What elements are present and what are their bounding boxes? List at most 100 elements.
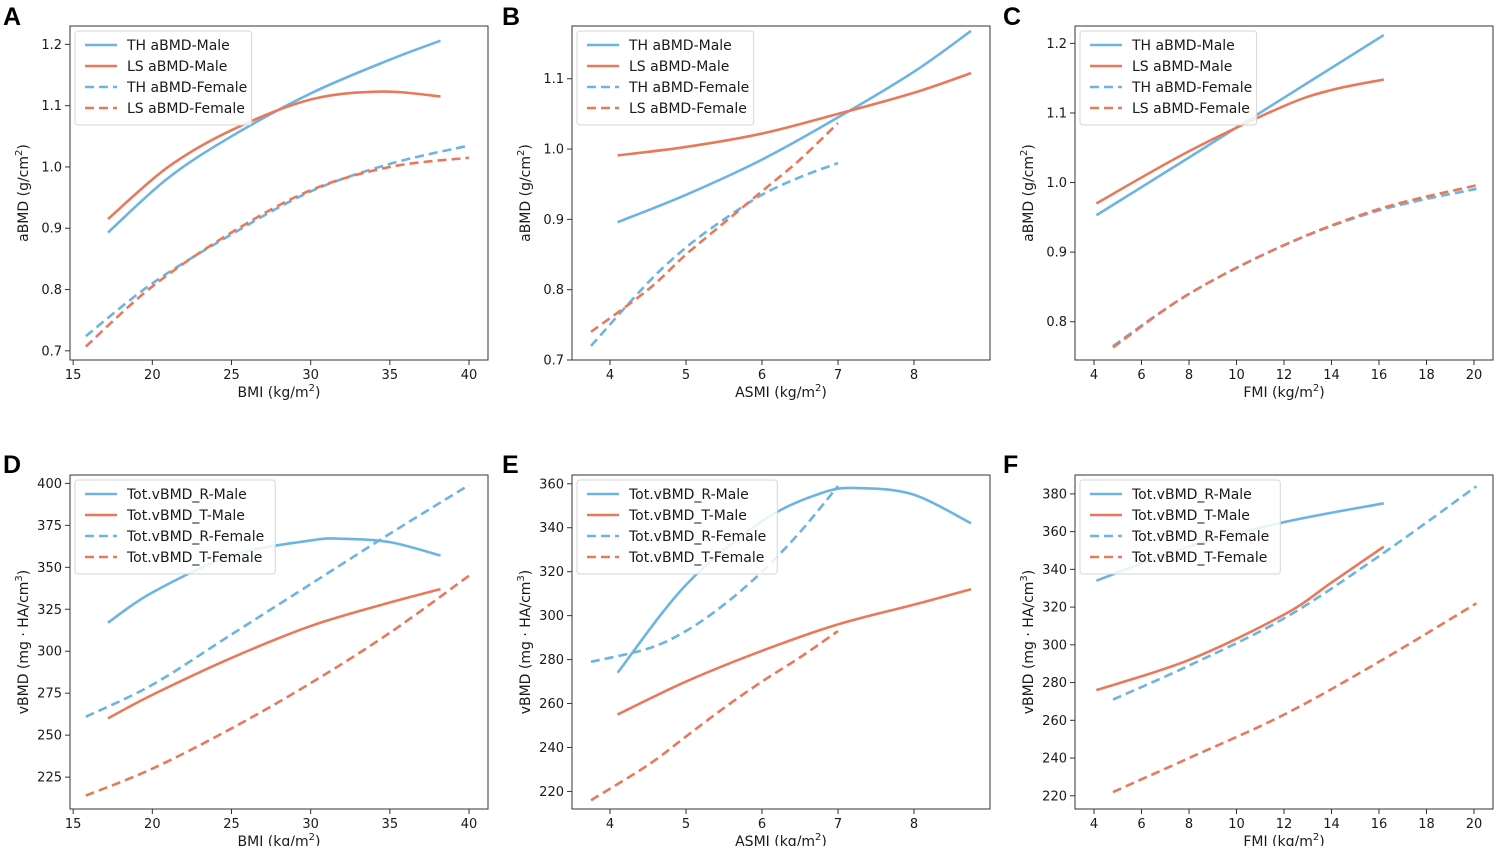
series-line-Tot.vBMD_T-Female xyxy=(1112,602,1478,794)
legend-box xyxy=(74,30,253,126)
y-tick-label: 280 xyxy=(1042,676,1067,691)
series-line-TH aBMD-Female xyxy=(85,144,470,338)
series-line-Tot.vBMD_T-Male xyxy=(107,587,441,720)
x-tick-label: 4 xyxy=(1090,817,1098,832)
x-tick-label: 16 xyxy=(1371,817,1388,832)
chart-panel-D: D 15 20 25 30 35 40 225 250 275 300 325 350 375 400 BMI… xyxy=(3,451,489,850)
x-tick-label: 6 xyxy=(758,817,766,832)
x-tick-label: 4 xyxy=(606,817,614,832)
series-line-TH aBMD-Male xyxy=(107,39,441,234)
panel-letter: F xyxy=(1003,451,1018,479)
y-tick-label: 0.7 xyxy=(41,344,62,359)
x-tick-label: 40 xyxy=(461,817,478,832)
x-tick-label: 10 xyxy=(1228,817,1245,832)
y-axis-label: vBMD (mg · HA/cm3) xyxy=(1019,570,1037,715)
x-tick-label: 5 xyxy=(682,368,690,383)
y-tick-label: 340 xyxy=(539,521,564,536)
x-tick-label: 35 xyxy=(382,368,399,383)
legend-label: Tot.vBMD_T-Female xyxy=(1131,550,1267,566)
x-tick-label: 20 xyxy=(1466,368,1483,383)
y-tick-label: 260 xyxy=(1042,714,1067,729)
legend-label: Tot.vBMD_R-Female xyxy=(1131,529,1269,545)
chart-panel-E: E 4 5 6 7 8 220 240 260 280 300 320 340 360 ASMI (kg/m… xyxy=(502,451,991,850)
y-tick-label: 1.0 xyxy=(543,143,564,158)
series-line-Tot.vBMD_R-Male xyxy=(107,537,441,624)
y-tick-label: 250 xyxy=(37,729,62,744)
x-tick-label: 14 xyxy=(1323,817,1340,832)
x-axis-label: BMI (kg/m2) xyxy=(238,383,321,401)
y-tick-label: 1.2 xyxy=(41,38,62,53)
y-tick-label: 320 xyxy=(1042,601,1067,616)
x-tick-label: 18 xyxy=(1418,368,1435,383)
legend-label: LS aBMD-Female xyxy=(127,101,245,117)
y-tick-label: 320 xyxy=(539,565,564,580)
y-tick-label: 350 xyxy=(37,561,62,576)
y-tick-label: 400 xyxy=(37,477,62,492)
x-axis-label: BMI (kg/m2) xyxy=(238,832,321,846)
x-tick-label: 6 xyxy=(1137,817,1145,832)
x-tick-label: 6 xyxy=(1137,368,1145,383)
y-tick-label: 275 xyxy=(37,687,62,702)
x-tick-label: 12 xyxy=(1276,817,1293,832)
y-tick-label: 0.8 xyxy=(41,283,62,298)
legend-label: TH aBMD-Female xyxy=(628,80,749,96)
y-tick-label: 325 xyxy=(37,603,62,618)
chart-panel-A: A 15 20 25 30 35 40 0.7 0.8 0.9 1.0 1.1 1.2 BMI (kg/m… xyxy=(3,3,489,401)
series-line-LS aBMD-Female xyxy=(590,122,839,333)
series-line-Tot.vBMD_T-Male xyxy=(1095,545,1385,692)
y-tick-label: 1.0 xyxy=(1046,176,1067,191)
y-tick-label: 260 xyxy=(539,697,564,712)
y-tick-label: 0.8 xyxy=(543,283,564,298)
series-line-Tot.vBMD_R-Female xyxy=(590,485,840,664)
y-tick-label: 1.1 xyxy=(1046,106,1067,121)
legend-label: LS aBMD-Male xyxy=(1132,59,1232,75)
legend-label: LS aBMD-Female xyxy=(629,101,747,117)
legend-label: Tot.vBMD_R-Male xyxy=(1131,487,1252,503)
y-tick-label: 380 xyxy=(1042,487,1067,502)
x-tick-label: 20 xyxy=(1466,817,1483,832)
y-tick-label: 240 xyxy=(539,741,564,756)
series-line-LS aBMD-Male xyxy=(1095,78,1385,205)
legend-box xyxy=(1079,30,1258,126)
y-tick-label: 340 xyxy=(1042,563,1067,578)
y-tick-label: 0.8 xyxy=(1046,315,1067,330)
legend-label: Tot.vBMD_T-Female xyxy=(126,550,262,566)
series-line-TH aBMD-Female xyxy=(590,161,839,347)
x-tick-label: 4 xyxy=(606,368,614,383)
legend-label: Tot.vBMD_T-Male xyxy=(126,508,245,524)
x-tick-label: 12 xyxy=(1276,368,1293,383)
panel-letter: A xyxy=(3,3,21,31)
series-line-Tot.vBMD_R-Female xyxy=(85,483,470,718)
legend-box xyxy=(1079,479,1281,575)
x-tick-label: 10 xyxy=(1228,368,1245,383)
y-tick-label: 300 xyxy=(1042,638,1067,653)
legend-label: Tot.vBMD_R-Female xyxy=(126,529,264,545)
series-line-Tot.vBMD_T-Male xyxy=(617,588,972,716)
chart-panel-F: F 4 6 8 10 12 14 16 18 20 220 240 260 280 300 320 340 360… xyxy=(1003,451,1494,850)
legend-label: TH aBMD-Female xyxy=(1131,80,1252,96)
x-tick-label: 14 xyxy=(1323,368,1340,383)
y-axis-label: vBMD (mg · HA/cm3) xyxy=(14,570,32,715)
x-tick-label: 8 xyxy=(910,368,918,383)
y-tick-label: 220 xyxy=(1042,789,1067,804)
x-tick-label: 30 xyxy=(302,817,319,832)
x-tick-label: 7 xyxy=(834,817,842,832)
legend-label: Tot.vBMD_T-Male xyxy=(1131,508,1250,524)
y-tick-label: 300 xyxy=(539,609,564,624)
series-line-LS aBMD-Male xyxy=(617,71,972,157)
legend-label: TH aBMD-Male xyxy=(1131,38,1235,54)
x-axis-label: ASMI (kg/m2) xyxy=(735,383,827,401)
y-tick-label: 0.9 xyxy=(41,222,62,237)
y-tick-label: 225 xyxy=(37,771,62,786)
plot-frame xyxy=(571,25,991,361)
x-tick-label: 7 xyxy=(834,368,842,383)
legend-label: Tot.vBMD_R-Male xyxy=(628,487,749,503)
legend-label: Tot.vBMD_T-Female xyxy=(628,550,764,566)
x-tick-label: 8 xyxy=(910,817,918,832)
panel-letter: C xyxy=(1003,3,1021,31)
series-line-Tot.vBMD_R-Female xyxy=(1112,485,1478,701)
x-tick-label: 15 xyxy=(65,368,82,383)
y-tick-label: 300 xyxy=(37,645,62,660)
